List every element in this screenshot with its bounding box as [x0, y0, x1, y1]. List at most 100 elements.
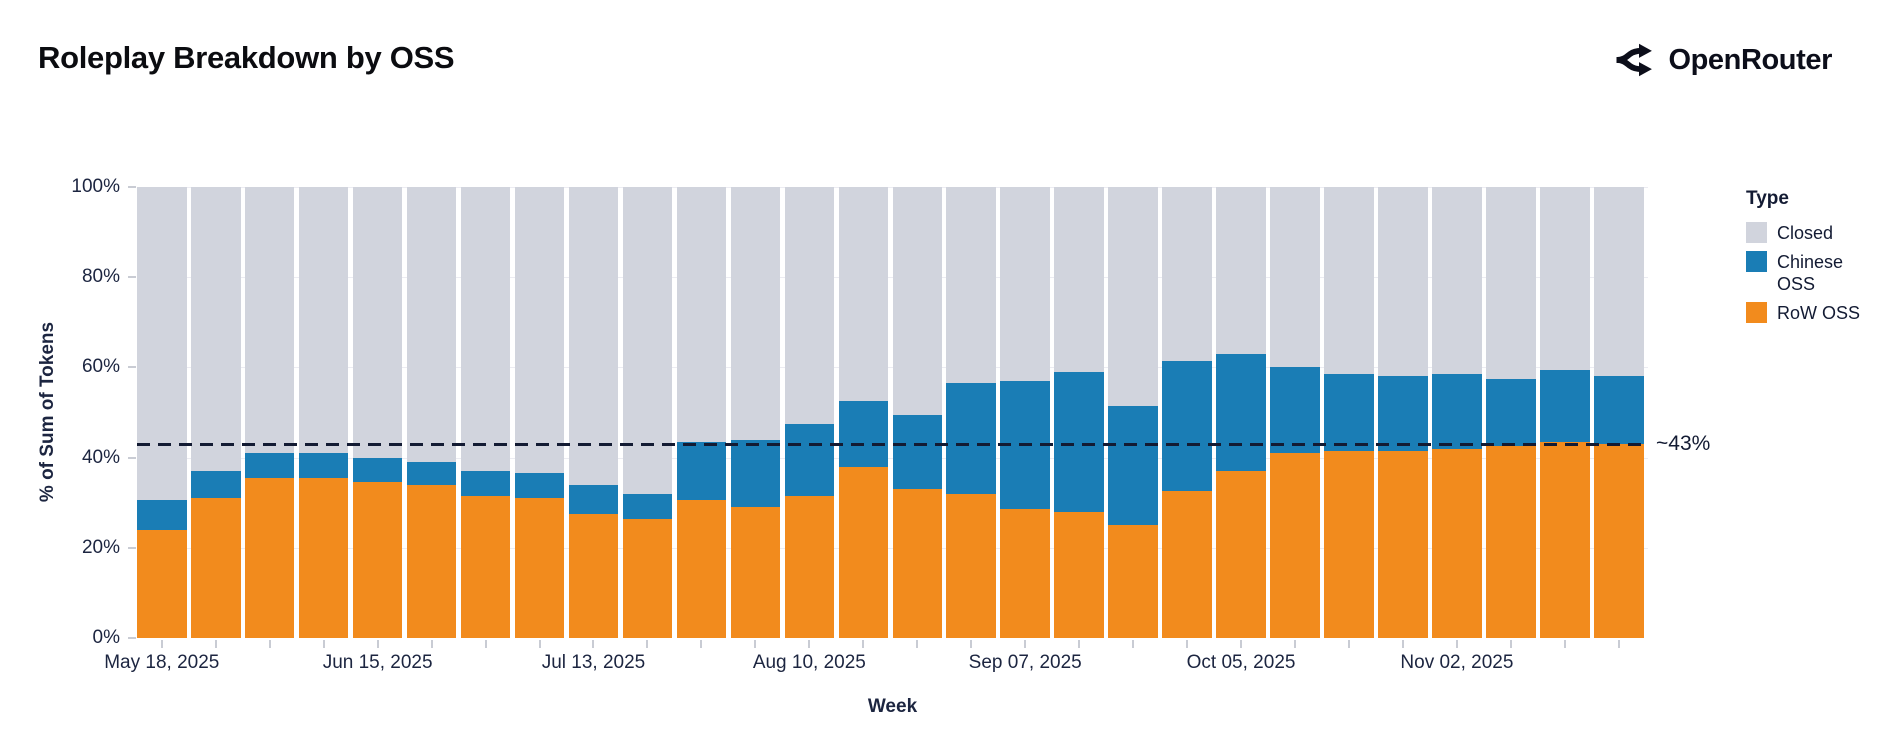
- bar-week-2025-08-17: [838, 187, 889, 638]
- page-title: Roleplay Breakdown by OSS: [38, 40, 455, 75]
- x-tick-mark: [1455, 640, 1458, 648]
- segment-closed: [622, 187, 673, 494]
- segment-row-oss: [1432, 448, 1482, 638]
- legend-label: RoW OSS: [1777, 303, 1861, 323]
- y-tick-mark: [128, 456, 136, 459]
- legend-items: Closed Chinese OSS RoW OSS: [1746, 222, 1876, 324]
- segment-chinese-oss: [1054, 371, 1104, 512]
- y-tick-label: 40%: [81, 446, 120, 468]
- segment-row-oss: [622, 518, 673, 638]
- bar-week-2025-09-07: [1000, 187, 1050, 638]
- segment-closed: [1378, 187, 1428, 377]
- x-tick-label: Sep 07, 2025: [968, 652, 1082, 673]
- segment-closed: [352, 187, 403, 458]
- segment-chinese-oss: [190, 471, 241, 499]
- bar-week-2025-06-29: [460, 187, 511, 638]
- segment-chinese-oss: [568, 484, 619, 514]
- x-tick-mark: [592, 640, 595, 648]
- x-axis-title: Week: [867, 696, 918, 717]
- segment-closed: [730, 187, 781, 440]
- legend-swatch: [1746, 302, 1767, 323]
- segment-chinese-oss: [137, 500, 187, 530]
- segment-chinese-oss: [352, 457, 403, 483]
- segment-closed: [190, 187, 241, 472]
- y-axis-title: % of Sum of Tokens: [37, 321, 58, 503]
- segment-chinese-oss: [1216, 353, 1266, 472]
- segment-row-oss: [784, 495, 835, 638]
- segment-closed: [1216, 187, 1266, 354]
- y-tick-mark: [128, 546, 136, 549]
- x-tick-mark: [700, 640, 703, 648]
- bar-week-2025-11-02: [1432, 187, 1482, 638]
- segment-row-oss: [514, 498, 565, 638]
- x-tick-mark: [970, 640, 973, 648]
- x-tick-label: Jun 15, 2025: [322, 652, 433, 673]
- x-tick-label: Nov 02, 2025: [1400, 652, 1514, 673]
- bar-week-2025-11-09: [1486, 187, 1536, 638]
- segment-closed: [1054, 187, 1104, 372]
- segment-chinese-oss: [1324, 374, 1374, 451]
- segment-row-oss: [1000, 509, 1050, 638]
- x-tick-mark: [754, 640, 757, 648]
- bar-week-2025-06-15: [352, 187, 403, 638]
- segment-row-oss: [137, 529, 187, 638]
- brand: OpenRouter: [1614, 40, 1832, 80]
- bar-week-2025-07-20: [622, 187, 673, 638]
- segment-chinese-oss: [622, 493, 673, 519]
- segment-row-oss: [1594, 444, 1644, 638]
- x-tick-mark: [322, 640, 325, 648]
- y-tick-mark: [128, 637, 136, 639]
- bar-week-2025-09-21: [1108, 187, 1158, 638]
- segment-closed: [406, 187, 457, 463]
- segment-closed: [568, 187, 619, 485]
- segment-chinese-oss: [1432, 374, 1482, 449]
- segment-chinese-oss: [1540, 369, 1590, 442]
- segment-closed: [838, 187, 889, 402]
- segment-chinese-oss: [676, 441, 727, 501]
- segment-closed: [298, 187, 349, 454]
- legend-swatch: [1746, 251, 1767, 272]
- segment-chinese-oss: [1486, 378, 1536, 447]
- y-tick-label: 80%: [81, 266, 120, 288]
- segment-chinese-oss: [1270, 367, 1320, 454]
- x-tick-mark: [430, 640, 433, 648]
- openrouter-logo-icon: [1614, 40, 1654, 80]
- segment-closed: [514, 187, 565, 474]
- bar-week-2025-10-26: [1378, 187, 1428, 638]
- x-tick-mark: [1186, 640, 1189, 648]
- bar-week-2025-08-10: [784, 187, 835, 638]
- x-tick-mark: [1347, 640, 1350, 648]
- x-tick-mark: [916, 640, 919, 648]
- segment-closed: [1540, 187, 1590, 370]
- x-tick-mark: [484, 640, 487, 648]
- legend-item-closed: Closed: [1746, 222, 1876, 244]
- x-tick-mark: [1401, 640, 1404, 648]
- reference-line-label: ~43%: [1656, 432, 1711, 455]
- brand-name: OpenRouter: [1668, 43, 1832, 76]
- bar-week-2025-07-27: [676, 187, 727, 638]
- segment-closed: [1324, 187, 1374, 375]
- segment-row-oss: [460, 495, 511, 638]
- reference-line: [137, 443, 1648, 447]
- segment-row-oss: [1270, 453, 1320, 638]
- bar-week-2025-11-16: [1540, 187, 1590, 638]
- legend-swatch: [1746, 222, 1767, 243]
- segment-row-oss: [190, 498, 241, 638]
- segment-closed: [784, 187, 835, 424]
- segment-closed: [1594, 187, 1644, 377]
- x-tick-label: Oct 05, 2025: [1186, 652, 1296, 673]
- segment-chinese-oss: [838, 401, 889, 467]
- x-tick-mark: [376, 640, 379, 648]
- segment-row-oss: [568, 513, 619, 638]
- segment-row-oss: [406, 484, 457, 638]
- segment-row-oss: [892, 489, 943, 638]
- x-tick-mark: [1240, 640, 1243, 648]
- segment-closed: [1486, 187, 1536, 379]
- segment-chinese-oss: [1594, 376, 1644, 445]
- stacked-bar-plot: [137, 187, 1648, 638]
- x-tick-mark: [268, 640, 271, 648]
- segment-row-oss: [1324, 450, 1374, 638]
- segment-closed: [676, 187, 727, 442]
- bar-week-2025-10-19: [1324, 187, 1374, 638]
- legend-item-row-oss: RoW OSS: [1746, 302, 1876, 324]
